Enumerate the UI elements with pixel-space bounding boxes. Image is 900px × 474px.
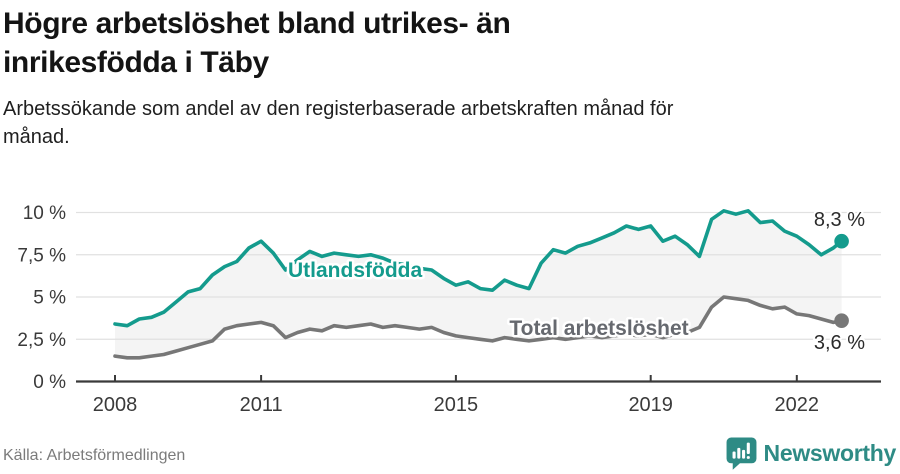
x-tick-label: 2011 <box>240 394 283 416</box>
page-title: Högre arbetslöshet bland utrikes- än inr… <box>3 4 883 82</box>
newsworthy-wordmark: Newsworthy <box>763 440 897 466</box>
y-tick-label: 0 % <box>33 372 66 393</box>
y-tick-label: 5 % <box>33 288 66 309</box>
x-tick-label: 2015 <box>434 394 479 416</box>
x-tick-label: 2008 <box>93 394 138 416</box>
subtitle-line-2: månad. <box>3 126 70 148</box>
x-tick-label: 2019 <box>628 394 673 416</box>
chart-header: Högre arbetslöshet bland utrikes- än inr… <box>3 4 883 151</box>
series-line-0 <box>113 209 844 328</box>
newsworthy-logo: Newsworthy <box>726 437 896 470</box>
series-line-1 <box>113 295 844 360</box>
y-tick-label: 7,5 % <box>17 245 66 266</box>
between-lines-area <box>115 210 842 358</box>
end-value-label-1: 3,6 % <box>814 332 865 354</box>
x-tick-label: 2022 <box>775 394 820 416</box>
chart-subtitle: Arbetssökande som andel av den registerb… <box>3 95 883 151</box>
series-end-dot-0 <box>834 233 849 249</box>
source-note: Källa: Arbetsförmedlingen <box>3 447 186 464</box>
title-line-1: Högre arbetslöshet bland utrikes- än <box>3 7 511 40</box>
series-label-1: Total arbetslöshet <box>509 317 688 340</box>
subtitle-line-1: Arbetssökande som andel av den registerb… <box>3 98 674 120</box>
y-tick-label: 2,5 % <box>17 330 66 351</box>
end-value-label-0: 8,3 % <box>814 209 865 231</box>
y-tick-label: 10 % <box>23 203 66 224</box>
series-label-0: Utlandsfödda <box>288 259 422 282</box>
title-line-2: inrikesfödda i Täby <box>3 46 269 79</box>
newsworthy-icon <box>726 437 756 470</box>
series-end-dot-1 <box>834 313 849 328</box>
